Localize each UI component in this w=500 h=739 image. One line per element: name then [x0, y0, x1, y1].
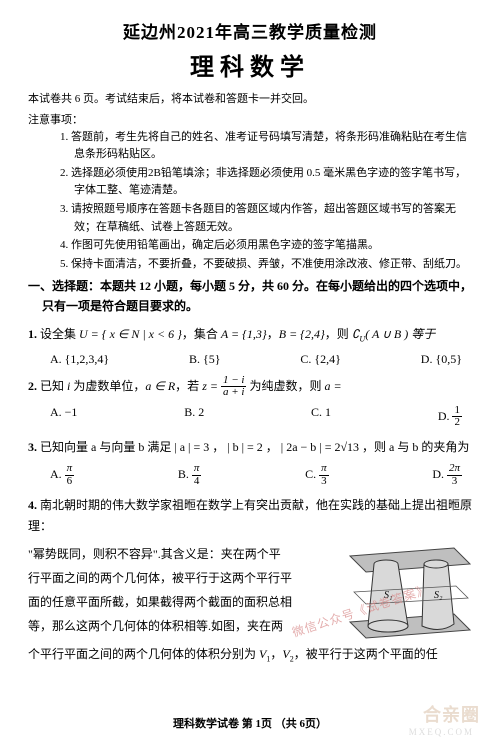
- q3-optD: D. 2π3: [432, 463, 462, 487]
- q2-stem-h: a =: [324, 379, 341, 393]
- q4-line1: "幂势既同，则积不容异".其含义是：夹在两个平: [28, 542, 338, 566]
- q1-stem-f: B = {2,4}: [279, 327, 325, 341]
- q2-stem-c: 为虚数单位，: [70, 379, 145, 393]
- q1-number: 1.: [28, 327, 37, 341]
- q4-rest-e: V: [282, 647, 289, 661]
- q2-stem-a: 已知: [40, 379, 67, 393]
- q3-optA: A. π6: [50, 463, 74, 487]
- page-footer: 理科数学试卷 第 1页 （共 6页）: [0, 715, 500, 731]
- q2-optC: C. 1: [311, 405, 331, 429]
- notice-item: 5. 保持卡面清洁，不要折叠，不要破损、弄皱，不准使用涂改液、修正带、刮纸刀。: [74, 256, 472, 274]
- q4-body: "幂势既同，则积不容异".其含义是：夹在两个平 行平面之间的两个几何体，被平行于…: [28, 542, 472, 642]
- q2-stem-g: 为纯虚数，则: [246, 379, 324, 393]
- q3-optB: B. π4: [178, 463, 202, 487]
- q1-optB: B. {5}: [189, 352, 221, 367]
- q2-stem-e: ，若: [175, 379, 202, 393]
- q3-optA-pre: A.: [50, 467, 65, 481]
- q1-stem-a: 设全集: [40, 327, 79, 341]
- q4-line4: 等，那么这两个几何体的体积相等.如图，夹在两: [28, 614, 338, 638]
- q2-optD-frac: 12: [452, 405, 462, 429]
- q3-optB-den: 4: [192, 476, 202, 488]
- section-1-heading: 一、选择题：本题共 12 小题，每小题 5 分，共 60 分。在每小题给出的四个…: [28, 277, 472, 315]
- q4-number: 4.: [28, 498, 37, 512]
- q3-optC: C. π3: [305, 463, 329, 487]
- question-2: 2. 已知 i 为虚数单位，a ∈ R，若 z = 1 − ia + i 为纯虚…: [28, 375, 472, 399]
- q2-optA: A. −1: [50, 405, 77, 429]
- question-4: 4. 南北朝时期的伟大数学家祖暅在数学上有突出贡献，他在实践的基础上提出祖暅原理…: [28, 495, 472, 536]
- q3-optA-frac: π6: [65, 463, 75, 487]
- notice-item: 3. 请按照题号顺序在答题卡各题目的答题区域内作答，超出答题区域书写的答案无效；…: [74, 201, 472, 236]
- notice-item: 4. 作图可先使用铅笔画出，确定后必须用黑色字迹的签字笔描黑。: [74, 237, 472, 255]
- q3-optC-den: 3: [319, 476, 329, 488]
- notice-list: 1. 答题前，考生先将自己的姓名、准考证号码填写清楚，将条形码准确粘贴在考生信息…: [28, 129, 472, 274]
- q1-stem-g: ，则: [325, 327, 352, 341]
- question-1: 1. 设全集 U = { x ∈ N | x < 6 }，集合 A = {1,3…: [28, 324, 472, 346]
- q3-optD-pre: D.: [432, 467, 447, 481]
- q3-optD-den: 3: [447, 476, 462, 488]
- q2-optD-pre: D.: [438, 409, 453, 423]
- q4-rest-d: ，: [270, 647, 282, 661]
- q2-optB: B. 2: [184, 405, 204, 429]
- q4-figure: S₁ S₂: [344, 542, 472, 642]
- exam-header-line1: 延边州2021年高三教学质量检测: [28, 18, 472, 43]
- intro-text: 本试卷共 6 页。考试结束后，将本试卷和答题卡一并交回。: [28, 90, 472, 109]
- q4-line2: 行平面之间的两个几何体，被平行于这两个平行平: [28, 566, 338, 590]
- notice-item: 1. 答题前，考生先将自己的姓名、准考证号码填写清楚，将条形码准确粘贴在考生信息…: [74, 129, 472, 164]
- notice-heading: 注意事项：: [28, 111, 472, 127]
- label-s1: S₁: [384, 590, 392, 601]
- q4-line0: 南北朝时期的伟大数学家祖暅在数学上有突出贡献，他在实践的基础上提出祖暅原理：: [28, 498, 472, 532]
- q3-optB-pre: B.: [178, 467, 192, 481]
- q2-stem-f: z =: [202, 379, 221, 393]
- exam-page: 延边州2021年高三教学质量检测 理科数学 本试卷共 6 页。考试结束后，将本试…: [0, 0, 500, 668]
- q2-optD-den: 2: [452, 417, 462, 429]
- q4-line3: 面的任意平面所截，如果截得两个截面的面积总相: [28, 590, 338, 614]
- exam-header-line2: 理科数学: [28, 47, 472, 82]
- cone-base: [368, 620, 408, 632]
- q2-number: 2.: [28, 379, 37, 393]
- q2-options: A. −1 B. 2 C. 1 D. 12: [28, 405, 472, 429]
- q1-stem-d: A = {1,3}: [221, 327, 267, 341]
- q1-stem-c: ，集合: [182, 327, 221, 341]
- q3-optB-frac: π4: [192, 463, 202, 487]
- q3-optC-pre: C.: [305, 467, 319, 481]
- q3-optC-frac: π3: [319, 463, 329, 487]
- q1-stem-e: ，: [267, 327, 279, 341]
- geometry-diagram-icon: S₁ S₂: [344, 542, 472, 642]
- question-3: 3. 已知向量 a 与向量 b 满足 | a | = 3 ， | b | = 2…: [28, 437, 472, 457]
- q4-text-block: "幂势既同，则积不容异".其含义是：夹在两个平 行平面之间的两个几何体，被平行于…: [28, 542, 338, 642]
- q1-optA: A. {1,2,3,4}: [50, 352, 109, 367]
- q1-optC: C. {2,4}: [300, 352, 341, 367]
- q3-options: A. π6 B. π4 C. π3 D. 2π3: [28, 463, 472, 487]
- notice-item: 2. 选择题必须使用2B铅笔填涂；非选择题必须使用 0.5 毫米黑色字迹的签字笔…: [74, 165, 472, 200]
- q1-stem-j: ( A ∪ B ) 等于: [365, 327, 435, 341]
- q3-optD-frac: 2π3: [447, 463, 462, 487]
- q1-optD: D. {0,5}: [421, 352, 462, 367]
- top-plane: [350, 548, 470, 572]
- q1-options: A. {1,2,3,4} B. {5} C. {2,4} D. {0,5}: [28, 352, 472, 367]
- q3-optA-den: 6: [65, 476, 75, 488]
- label-s2: S₂: [434, 590, 443, 601]
- q4-rest-g: ，被平行于这两个平面的任: [294, 647, 438, 661]
- q2-frac-den: a + i: [221, 387, 246, 399]
- q2-stem-d: a ∈ R: [145, 379, 175, 393]
- q4-rest-a: 个平行平面之间的两个几何体的体积分别为: [28, 647, 259, 661]
- q4-rest: 个平行平面之间的两个几何体的体积分别为 V1，V2，被平行于这两个平面的任: [28, 642, 472, 667]
- q3-stem: 已知向量 a 与向量 b 满足 | a | = 3 ， | b | = 2 ， …: [40, 440, 469, 454]
- right-top: [424, 560, 448, 568]
- q2-fraction: 1 − ia + i: [221, 375, 246, 399]
- q2-optD: D. 12: [438, 405, 462, 429]
- q3-number: 3.: [28, 440, 37, 454]
- q1-stem-b: U = { x ∈ N | x < 6 }: [79, 327, 182, 341]
